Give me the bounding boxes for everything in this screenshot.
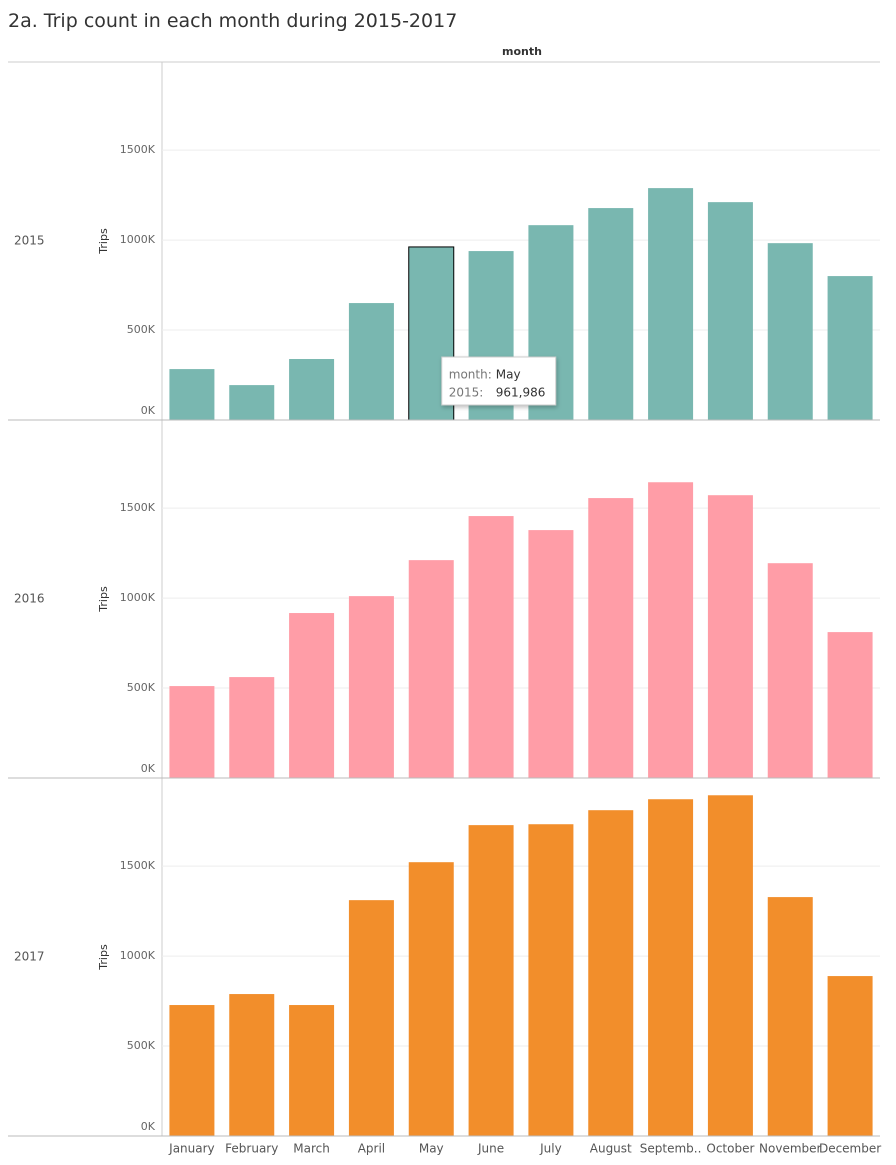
bar [588,810,634,1136]
bar [348,303,394,420]
bar [468,825,514,1136]
bar [289,613,335,778]
y-tick-label: 1000K [120,233,156,246]
bar [468,516,514,778]
bar [827,276,873,420]
tooltip-key: 2015: [449,386,484,400]
chart-title: 2a. Trip count in each month during 2015… [8,10,457,32]
x-tick-label: June [477,1142,504,1156]
x-tick-label: March [293,1142,330,1156]
bar [767,243,813,420]
x-axis-header: month [502,45,542,58]
bar [707,795,753,1136]
bar [229,994,275,1136]
bar [528,530,574,778]
y-tick-label: 1000K [120,591,156,604]
bar [767,897,813,1136]
bar [648,482,694,778]
bar [767,563,813,778]
y-tick-label: 0K [141,404,156,417]
bar [588,498,634,778]
x-tick-label: May [419,1142,444,1156]
tooltip-value: 961,986 [496,386,546,400]
y-tick-label: 1500K [120,143,156,156]
bar [408,560,454,778]
x-tick-label: Septemb.. [640,1142,702,1156]
bar [707,495,753,778]
bar [169,1005,215,1136]
x-tick-label: November [759,1142,821,1156]
y-tick-label: 0K [141,762,156,775]
label-layer: 2015 Trips 0K 500K 1000K 1500K 2016 Trips 0K 500K… [8,143,881,1156]
y-axis-title: Trips [97,944,110,971]
bar [827,632,873,778]
bar [348,596,394,778]
bar [348,900,394,1136]
tooltip-box [441,356,557,406]
y-axis-title: Trips [97,228,110,255]
bar [588,208,634,420]
row-label: 2017 [14,950,45,964]
x-tick-label: October [706,1142,754,1156]
bar [229,385,275,420]
y-tick-label: 500K [127,323,156,336]
bar [528,824,574,1136]
x-tick-label: April [358,1142,385,1156]
x-tick-label: February [225,1142,278,1156]
row-label: 2016 [14,592,45,606]
y-tick-label: 1500K [120,501,156,514]
bar [827,976,873,1136]
x-tick-label: August [590,1142,632,1156]
x-tick-label: July [539,1142,562,1156]
y-tick-label: 0K [141,1120,156,1133]
bar [648,799,694,1136]
y-tick-label: 500K [127,1039,156,1052]
bar [289,1005,335,1136]
y-tick-label: 1000K [120,949,156,962]
y-tick-label: 500K [127,681,156,694]
bar [169,686,215,778]
bar [169,369,215,420]
bar-layer [169,188,873,1136]
tooltip-value: May [496,368,521,382]
tooltip: month: May 2015: 961,986 [441,356,557,406]
bar [707,202,753,420]
row-label: 2015 [14,234,45,248]
bar [648,188,694,420]
x-tick-label: January [168,1142,215,1156]
bar [408,862,454,1136]
y-axis-title: Trips [97,586,110,613]
bar [229,677,275,778]
bar [289,359,335,420]
x-tick-label: December [819,1142,881,1156]
y-tick-label: 1500K [120,859,156,872]
tooltip-key: month: [449,368,492,382]
